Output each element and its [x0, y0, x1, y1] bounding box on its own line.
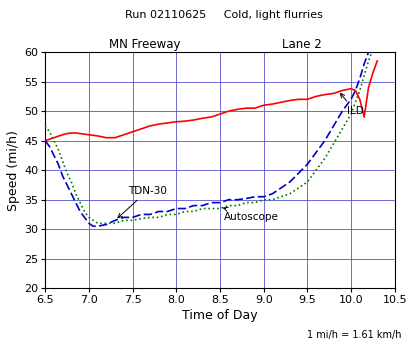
Text: 1 mi/h = 1.61 km/h: 1 mi/h = 1.61 km/h: [306, 330, 401, 340]
Text: MN Freeway: MN Freeway: [109, 38, 180, 51]
Text: Autoscope: Autoscope: [223, 207, 278, 222]
Text: Run 02110625     Cold, light flurries: Run 02110625 Cold, light flurries: [124, 10, 322, 20]
Text: Lane 2: Lane 2: [282, 38, 321, 51]
X-axis label: Time of Day: Time of Day: [182, 309, 257, 322]
Text: ILD: ILD: [339, 93, 363, 116]
Text: TDN-30: TDN-30: [118, 186, 167, 218]
Y-axis label: Speed (mi/h): Speed (mi/h): [7, 130, 20, 211]
